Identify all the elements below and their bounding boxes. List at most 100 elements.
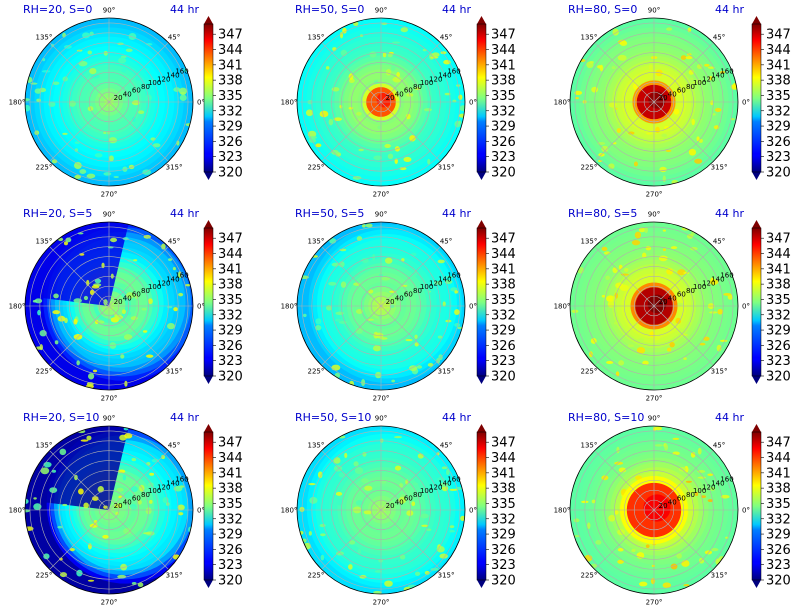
- colorbar-tick-label: 338: [766, 278, 791, 293]
- radius-tick-label: 160: [720, 476, 733, 484]
- grid-spoke: [380, 246, 441, 307]
- panel-time: 44 hr: [715, 411, 744, 424]
- colorbar-tick-label: 341: [766, 58, 791, 73]
- colorbar-tick-label: 338: [218, 482, 243, 497]
- radius-tick-label: 120: [157, 279, 170, 287]
- radius-tick-label: 20: [386, 94, 395, 102]
- radius-tick-label: 100: [420, 283, 433, 291]
- grid-spoke: [380, 42, 441, 103]
- colorbar-extend-max: [752, 16, 761, 24]
- angle-tick-label: 180°: [554, 303, 571, 311]
- angle-tick-label: 315°: [166, 164, 183, 172]
- colorbar-tick-label: 329: [491, 120, 516, 135]
- radius-tick-label: 20: [386, 502, 395, 510]
- radius-tick-label: 120: [429, 279, 442, 287]
- grid-spoke: [653, 450, 714, 511]
- radius-tick-label: 140: [438, 276, 451, 284]
- angle-tick-label: 90°: [648, 415, 660, 423]
- grid-spoke: [49, 42, 110, 103]
- radius-tick-label: 100: [420, 487, 433, 495]
- colorbar-tick-label: 347: [218, 232, 243, 247]
- colorbar-tick-label: 326: [218, 543, 243, 558]
- angle-tick-label: 315°: [711, 572, 728, 580]
- colorbar-tick-label: 347: [766, 28, 791, 43]
- radius-tick-label: 60: [404, 87, 413, 95]
- colorbar-tick-label: 326: [218, 339, 243, 354]
- angle-tick-label: 0°: [469, 99, 477, 107]
- angle-tick-label: 45°: [713, 237, 725, 245]
- polar-panel-8: 0°45°90°135°180°225°270°315°20 40 60 801001…: [281, 411, 477, 607]
- colorbar-tick-label: 323: [766, 354, 791, 369]
- radius-tick-label: 160: [175, 68, 188, 76]
- radius-tick-label: 100: [693, 79, 706, 87]
- radius-tick-label: 120: [429, 75, 442, 83]
- grid-spoke: [49, 509, 110, 570]
- colorbar-tick-label: 341: [766, 262, 791, 277]
- colorbar-tick-label: 320: [491, 166, 516, 181]
- radius-tick-label: 100: [420, 79, 433, 87]
- radius-tick-label: 60: [404, 291, 413, 299]
- angle-tick-label: 180°: [281, 99, 298, 107]
- colorbar-tick-label: 335: [766, 293, 791, 308]
- colorbar-extend-min: [752, 172, 761, 180]
- polar-frame: [569, 17, 739, 187]
- colorbar-tick-label: 320: [766, 574, 791, 589]
- panel-title: RH=20, S=5: [23, 207, 92, 220]
- colorbar-tick-label: 329: [766, 528, 791, 543]
- grid-spoke: [653, 246, 714, 307]
- colorbar-ramp: [477, 432, 486, 580]
- radius-tick-label: 140: [711, 480, 724, 488]
- panel-title: RH=50, S=10: [295, 411, 371, 424]
- colorbar-tick-label: 332: [766, 512, 791, 527]
- angle-tick-label: 45°: [440, 33, 452, 41]
- angle-tick-label: 315°: [166, 572, 183, 580]
- radius-tick-label: 120: [702, 279, 715, 287]
- colorbar-ramp: [204, 228, 213, 376]
- radius-tick-label: 80: [686, 287, 695, 295]
- colorbar-tick-label: 347: [491, 232, 516, 247]
- angle-tick-label: 0°: [742, 99, 750, 107]
- colorbar-tick-label: 323: [491, 354, 516, 369]
- colorbar-tick-label: 320: [766, 370, 791, 385]
- angle-tick-label: 180°: [281, 507, 298, 515]
- polar-panel-3: 0°45°90°135°180°225°270°315°20 40 60 801001…: [554, 3, 750, 199]
- radius-tick-label: 80: [686, 83, 695, 91]
- colorbar-tick-label: 323: [218, 558, 243, 573]
- angle-tick-label: 270°: [373, 599, 390, 607]
- grid-spoke: [49, 305, 110, 366]
- radius-tick-label: 160: [720, 68, 733, 76]
- radius-tick-label: 140: [711, 72, 724, 80]
- angle-tick-label: 225°: [36, 572, 53, 580]
- radius-tick-label: 100: [148, 283, 161, 291]
- angle-tick-label: 0°: [742, 507, 750, 515]
- colorbar-ramp: [752, 24, 761, 172]
- polar-panel-1: 0°45°90°135°180°225°270°315°20 40 60 801001…: [9, 3, 205, 199]
- colorbar-tick-label: 329: [766, 324, 791, 339]
- grid-spoke: [108, 42, 169, 103]
- angle-tick-label: 180°: [554, 507, 571, 515]
- grid-spoke: [594, 42, 655, 103]
- angle-tick-label: 90°: [375, 415, 387, 423]
- angle-tick-label: 135°: [36, 237, 53, 245]
- colorbar-tick-label: 320: [491, 370, 516, 385]
- radius-tick-label: 80: [141, 287, 150, 295]
- angle-tick-label: 0°: [197, 303, 205, 311]
- colorbar-tick-label: 344: [218, 451, 243, 466]
- radius-tick-label: 20: [386, 298, 395, 306]
- colorbar-tick-label: 338: [218, 278, 243, 293]
- radius-tick-label: 120: [429, 483, 442, 491]
- colorbar-tick-label: 323: [218, 354, 243, 369]
- colorbar-tick-label: 338: [491, 278, 516, 293]
- angle-tick-label: 135°: [581, 33, 598, 41]
- panel-time: 44 hr: [442, 207, 471, 220]
- angle-tick-label: 45°: [168, 441, 180, 449]
- grid-spoke: [108, 101, 169, 162]
- colorbar-tick-label: 344: [491, 451, 516, 466]
- colorbar-tick-label: 344: [491, 247, 516, 262]
- polar-panel-7: 0°45°90°135°180°225°270°315°20 40 60 801001…: [9, 411, 205, 607]
- angle-tick-label: 135°: [308, 441, 325, 449]
- radius-tick-label: 60: [132, 87, 141, 95]
- radius-tick-label: 60: [404, 495, 413, 503]
